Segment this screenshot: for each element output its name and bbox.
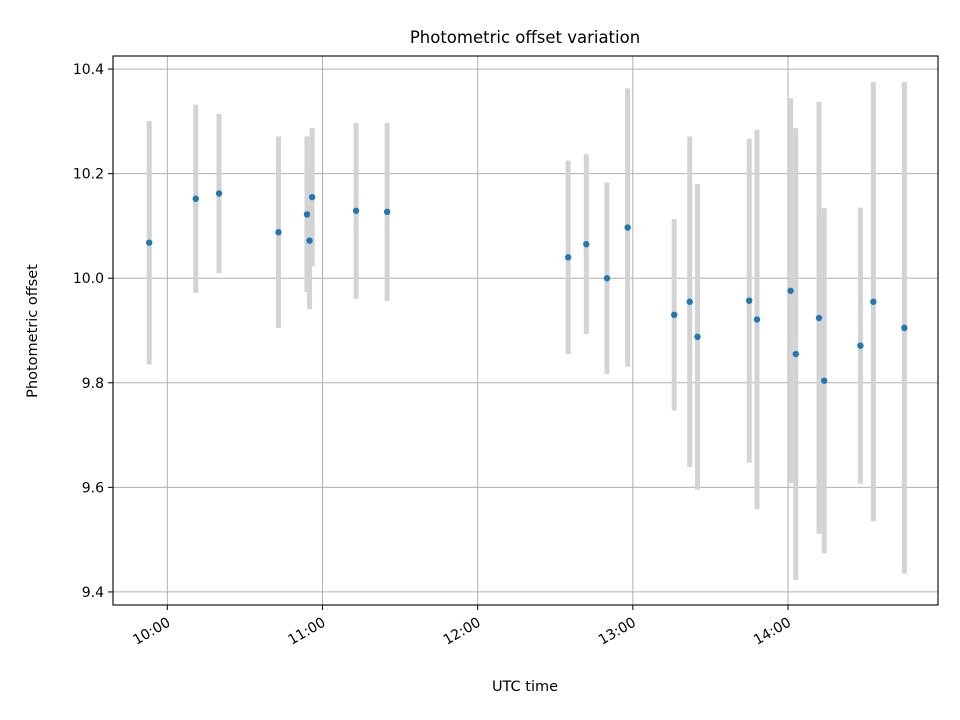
chart-title: Photometric offset variation — [410, 28, 640, 47]
data-point — [192, 195, 199, 202]
plot-frame — [112, 55, 939, 606]
y-tick-label: 9.6 — [82, 480, 104, 496]
data-point — [306, 237, 313, 244]
data-point — [746, 297, 753, 304]
data-point — [308, 193, 316, 201]
y-tick-label: 10.4 — [73, 62, 104, 78]
data-point — [870, 298, 877, 305]
data-point — [603, 275, 611, 282]
data-point — [857, 342, 864, 349]
data-point — [694, 333, 701, 340]
y-tick-label: 9.4 — [82, 585, 104, 601]
data-points — [146, 190, 908, 384]
data-point — [821, 377, 828, 384]
x-axis-label: UTC time — [492, 679, 558, 695]
data-point — [753, 316, 761, 323]
data-point — [787, 287, 794, 294]
data-point — [583, 241, 590, 248]
y-axis: 9.4 9.6 9.8 10.0 10.2 10.4 — [73, 62, 113, 601]
data-point — [215, 190, 223, 197]
y-tick-label: 10.0 — [73, 271, 104, 287]
data-point — [671, 311, 678, 319]
data-point — [275, 229, 282, 236]
data-point — [815, 314, 823, 322]
y-tick-label: 9.8 — [82, 376, 104, 392]
data-point — [624, 224, 631, 231]
y-axis-label: Photometric offset — [25, 264, 41, 398]
data-point — [901, 324, 908, 332]
data-point — [146, 239, 153, 246]
data-point — [303, 211, 311, 218]
data-point — [686, 298, 693, 305]
grid — [113, 56, 938, 605]
data-point — [383, 208, 391, 216]
data-point — [792, 350, 799, 358]
data-point — [352, 207, 360, 214]
data-point — [564, 254, 572, 261]
y-tick-label: 10.2 — [73, 167, 104, 183]
